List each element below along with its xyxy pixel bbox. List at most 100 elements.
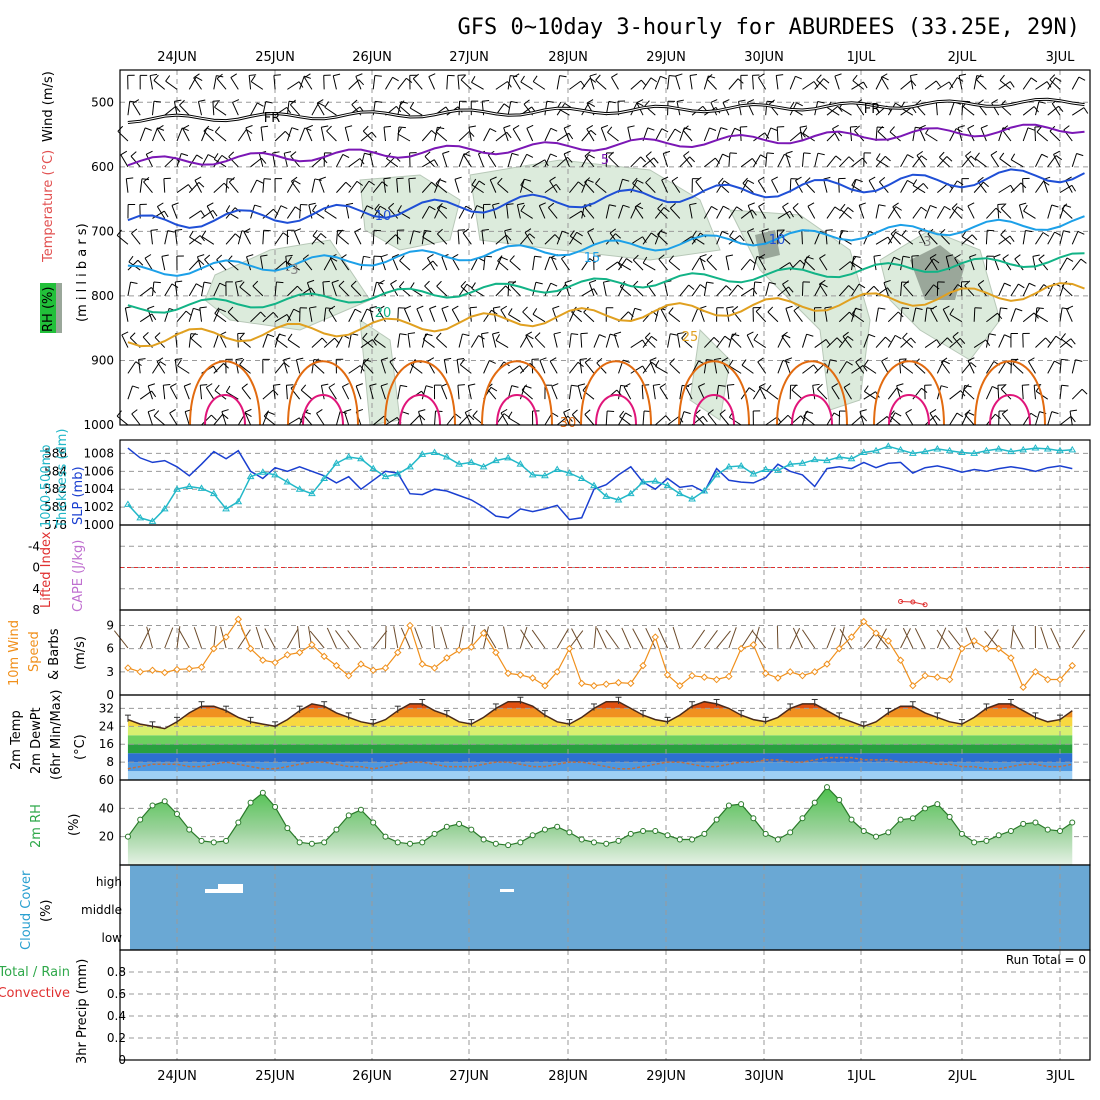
wind-barb-flag	[825, 229, 833, 231]
wind-barb-flag	[839, 230, 844, 238]
wind-barb	[214, 131, 227, 142]
wind-barb-flag	[151, 313, 157, 321]
wind-barb	[397, 210, 411, 219]
wind-barb-flag	[760, 154, 767, 159]
thickness-point	[479, 462, 488, 470]
isotherm-label-8: 30	[560, 416, 577, 431]
cloud-cover-fill	[130, 865, 1090, 950]
wind-barb	[706, 78, 717, 90]
wind-barb-flag	[916, 150, 923, 156]
wind-barb-flag	[219, 331, 227, 336]
wind-barb	[1047, 204, 1053, 219]
wind-barb-flag	[776, 74, 784, 76]
wind-barb-flag	[614, 331, 622, 335]
rh2m-units-label: (%)	[67, 814, 82, 837]
wind-barb	[958, 75, 963, 90]
wind-barb	[1034, 126, 1036, 142]
wind-barb-flag	[599, 334, 606, 338]
wind-barb-flag	[737, 284, 744, 290]
wind-barb	[859, 411, 865, 426]
wind-barb-flag	[156, 357, 164, 363]
temperature-axis-label: Temperature (°C)	[41, 150, 56, 263]
rh2m-point	[738, 801, 745, 808]
wind-barb-flag	[549, 176, 556, 182]
precip-tick-4: 0.8	[107, 965, 126, 979]
wind-barb	[758, 257, 767, 271]
wind-barb	[299, 75, 305, 90]
wind-barb-flag	[747, 99, 755, 103]
thickness-point	[467, 458, 476, 465]
wind-barb-flag	[873, 254, 881, 257]
wind-barb-flag	[893, 256, 901, 261]
wind-barb-flag	[907, 179, 914, 185]
wind-barb	[789, 131, 802, 142]
wind-barb-flag	[221, 409, 229, 413]
wind10-barb	[691, 629, 706, 649]
wind-barb	[199, 385, 203, 400]
wind-barb	[1023, 210, 1036, 219]
wind-barb-flag	[132, 385, 140, 389]
temp-band-2	[127, 753, 1073, 763]
wind-barb	[532, 159, 546, 168]
wind-barb	[188, 333, 192, 348]
wind-barb-flag	[143, 176, 150, 183]
wind-barb	[177, 365, 190, 374]
wind-barb	[1022, 178, 1024, 193]
temp-band-3	[127, 744, 1073, 754]
wind-barb	[213, 334, 219, 348]
wind-barb-flag	[957, 125, 965, 129]
wind-barb	[152, 127, 158, 142]
wind-barb	[458, 283, 468, 297]
wind-barb-flag	[427, 357, 435, 362]
wind-barb-flag	[608, 100, 616, 104]
wind-barb	[611, 77, 619, 90]
wind-barb	[602, 282, 607, 297]
wind-barb-flag	[170, 383, 177, 388]
wind-barb	[341, 386, 350, 400]
wind-barb-flag	[915, 126, 923, 129]
wind-barb	[577, 385, 583, 400]
precip-tick-2: 0.4	[107, 1009, 126, 1023]
wind-barb-flag	[395, 234, 401, 241]
wind10-point	[332, 661, 341, 670]
wind-barb-flag	[351, 99, 358, 105]
wind-barb-flag	[239, 358, 245, 366]
wind-barb	[630, 308, 636, 322]
wind-barb	[287, 285, 298, 297]
wind-barb-flag	[381, 357, 389, 361]
wind-barb	[174, 359, 178, 374]
wind-barb	[458, 153, 465, 167]
wind-barb	[188, 210, 202, 219]
isotherm-label-5: 15	[584, 251, 601, 266]
wind-barb-flag	[670, 333, 678, 336]
wind-barb	[973, 307, 976, 322]
wind-barb-flag	[921, 387, 928, 393]
wind10-point	[553, 668, 561, 676]
wind-barb	[1047, 231, 1056, 245]
wind-barb	[495, 256, 502, 271]
wind-barb	[360, 153, 365, 167]
wind-barb-flag	[800, 415, 806, 422]
rh2m-point	[284, 825, 291, 832]
wind-barb-flag	[345, 181, 352, 188]
wind10-point	[234, 615, 243, 623]
wind-barb	[937, 183, 949, 194]
wind10m-speed-label: Speed	[27, 631, 42, 672]
wind-barb-flag	[383, 177, 391, 180]
wind-barb	[483, 128, 491, 142]
wind-barb	[355, 385, 362, 400]
wind-barb-flag	[1033, 106, 1039, 113]
wind-barb-flag	[813, 364, 819, 371]
wind-barb-flag	[524, 228, 532, 233]
wind-barb	[399, 260, 411, 271]
wind-barb	[682, 129, 693, 142]
wind-barb-flag	[892, 202, 899, 208]
wind-barb-flag	[915, 307, 923, 310]
rh2m-point	[909, 815, 916, 822]
wind10-point	[909, 682, 917, 690]
rh-blob-6	[689, 328, 731, 421]
wind-barb-flag	[884, 155, 891, 162]
wind-barb-flag	[142, 332, 149, 338]
wind-barb	[324, 210, 337, 219]
rh2m-point	[566, 829, 573, 836]
